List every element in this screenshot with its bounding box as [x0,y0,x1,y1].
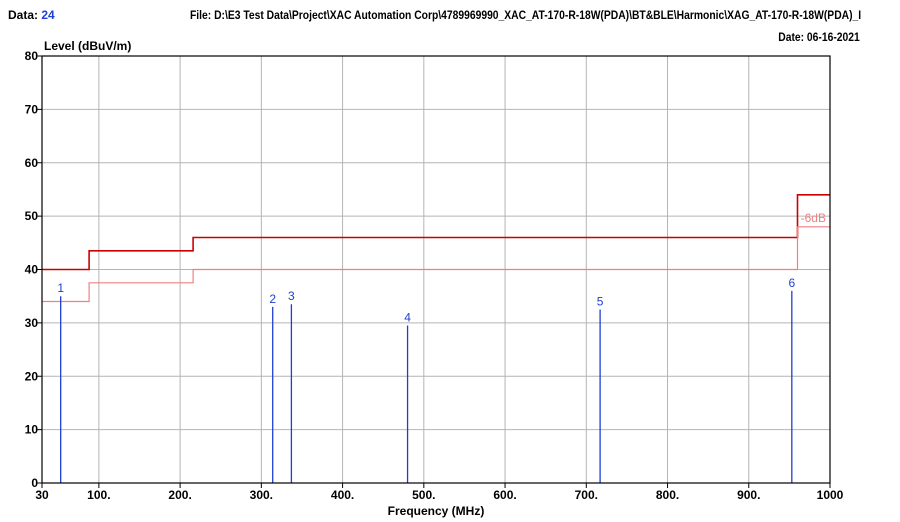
y-tick-label: 60 [25,156,39,170]
x-tick-label: 900. [737,488,760,502]
marker-label: 3 [288,289,295,303]
limit-line-label: -6dB [801,211,826,225]
date-label: Date: 06-16-2021 [778,30,860,44]
y-tick-label: 40 [25,263,39,277]
x-tick-label: 700. [575,488,598,502]
x-tick-label: 100. [87,488,110,502]
marker-label: 6 [788,276,795,290]
marker-label: 1 [57,281,64,295]
y-tick-label: 30 [25,316,39,330]
x-tick-label: 1000 [817,488,844,502]
x-tick-label: 500. [412,488,435,502]
y-axis-title: Level (dBuV/m) [44,39,131,53]
y-tick-label: 70 [25,102,39,116]
x-tick-label: 600. [493,488,516,502]
file-path-label: File: D:\E3 Test Data\Project\XAC Automa… [190,8,862,22]
x-tick-label: 400. [331,488,354,502]
y-tick-label: 0 [31,476,38,490]
x-axis-title: Frequency (MHz) [388,504,485,518]
data-number-label: Data: 24 [8,8,55,22]
marker-label: 4 [404,311,411,325]
limit-line-1 [42,194,830,271]
limit-line-2 [42,226,830,303]
y-tick-label: 80 [25,49,39,63]
data-number: 24 [41,8,55,22]
y-tick-label: 10 [25,423,39,437]
x-tick-label: 200. [168,488,191,502]
x-tick-label: 800. [656,488,679,502]
x-tick-label: 300. [250,488,273,502]
marker-label: 2 [269,292,276,306]
y-tick-label: 20 [25,369,39,383]
marker-label: 5 [597,295,604,309]
data-label: Data: [8,8,39,22]
y-tick-label: 50 [25,209,39,223]
x-tick-label: 30 [35,488,49,502]
